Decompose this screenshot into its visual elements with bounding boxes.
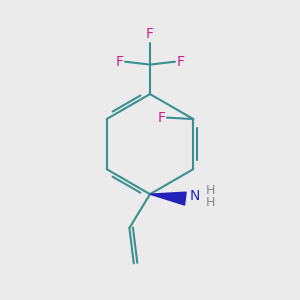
Text: F: F (158, 111, 165, 124)
Text: N: N (190, 189, 200, 202)
Text: F: F (116, 55, 124, 69)
Text: F: F (176, 55, 184, 69)
Text: H: H (206, 196, 215, 209)
Polygon shape (150, 192, 186, 205)
Text: F: F (146, 27, 154, 41)
Text: H: H (206, 184, 215, 197)
